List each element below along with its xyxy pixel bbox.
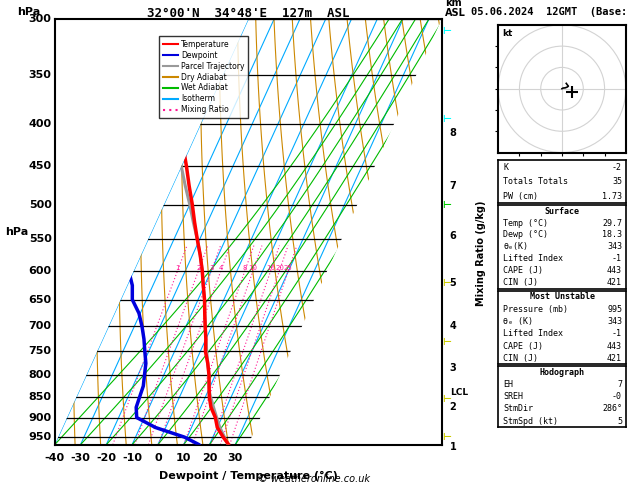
Text: ⊢: ⊢ [442, 394, 451, 404]
Text: 4: 4 [219, 264, 223, 271]
Text: 7: 7 [617, 380, 622, 389]
Text: Totals Totals: Totals Totals [503, 177, 568, 186]
Text: -1: -1 [612, 254, 622, 263]
Text: 20: 20 [275, 264, 284, 271]
Text: SREH: SREH [503, 392, 523, 401]
Text: 443: 443 [607, 266, 622, 275]
Text: ⊢: ⊢ [442, 337, 451, 347]
Text: Most Unstable: Most Unstable [530, 292, 594, 301]
Text: ⊢: ⊢ [442, 114, 451, 124]
Text: 05.06.2024  12GMT  (Base: 06): 05.06.2024 12GMT (Base: 06) [471, 7, 629, 17]
Text: 443: 443 [607, 342, 622, 350]
Text: LCL: LCL [450, 388, 468, 397]
Text: 29.7: 29.7 [602, 219, 622, 227]
Text: -30: -30 [70, 453, 91, 464]
Text: StmSpd (kt): StmSpd (kt) [503, 417, 559, 426]
Text: PW (cm): PW (cm) [503, 191, 538, 201]
Text: 5: 5 [450, 278, 457, 288]
Text: 995: 995 [607, 305, 622, 313]
Text: θₑ(K): θₑ(K) [503, 243, 528, 251]
Text: 343: 343 [607, 317, 622, 326]
Text: 1: 1 [175, 264, 180, 271]
Text: -2: -2 [612, 163, 622, 172]
Text: km
ASL: km ASL [445, 0, 465, 18]
Text: CIN (J): CIN (J) [503, 278, 538, 287]
Text: Mixing Ratio (g/kg): Mixing Ratio (g/kg) [476, 201, 486, 306]
Text: 750: 750 [28, 347, 52, 356]
Text: 400: 400 [28, 119, 52, 129]
Text: 1.73: 1.73 [602, 191, 622, 201]
Text: 700: 700 [28, 321, 52, 331]
Text: 2: 2 [196, 264, 201, 271]
Text: ⊢: ⊢ [442, 432, 451, 442]
Text: 421: 421 [607, 354, 622, 363]
Text: K: K [503, 163, 508, 172]
Text: 3: 3 [209, 264, 214, 271]
Text: Lifted Index: Lifted Index [503, 329, 564, 338]
Text: 421: 421 [607, 278, 622, 287]
Text: CIN (J): CIN (J) [503, 354, 538, 363]
Text: 900: 900 [28, 413, 52, 422]
Text: EH: EH [503, 380, 513, 389]
Text: 5: 5 [617, 417, 622, 426]
Text: ⊢: ⊢ [442, 278, 451, 288]
Text: CAPE (J): CAPE (J) [503, 266, 543, 275]
Text: StmDir: StmDir [503, 404, 533, 414]
Text: kt: kt [502, 29, 513, 38]
Text: 10: 10 [176, 453, 191, 464]
Text: Pressure (mb): Pressure (mb) [503, 305, 568, 313]
Text: 8: 8 [243, 264, 247, 271]
Text: hPa: hPa [17, 7, 40, 17]
Text: 550: 550 [29, 234, 52, 244]
Text: 286°: 286° [602, 404, 622, 414]
Text: 2: 2 [450, 402, 457, 412]
Text: 650: 650 [28, 295, 52, 305]
Text: 25: 25 [284, 264, 292, 271]
Text: 4: 4 [450, 321, 457, 331]
Text: -20: -20 [96, 453, 116, 464]
Text: 6: 6 [450, 231, 457, 241]
Text: 0: 0 [154, 453, 162, 464]
Text: Hodograph: Hodograph [540, 368, 584, 377]
Text: Temp (°C): Temp (°C) [503, 219, 548, 227]
Legend: Temperature, Dewpoint, Parcel Trajectory, Dry Adiabat, Wet Adiabat, Isotherm, Mi: Temperature, Dewpoint, Parcel Trajectory… [159, 36, 248, 118]
Text: -1: -1 [612, 329, 622, 338]
Text: 500: 500 [29, 200, 52, 209]
Text: 16: 16 [266, 264, 276, 271]
Text: 800: 800 [28, 370, 52, 380]
Text: 300: 300 [29, 15, 52, 24]
Text: Lifted Index: Lifted Index [503, 254, 564, 263]
Text: CAPE (J): CAPE (J) [503, 342, 543, 350]
Text: 10: 10 [248, 264, 258, 271]
Text: 343: 343 [607, 243, 622, 251]
Text: ⊢: ⊢ [442, 200, 451, 209]
Text: ⊢: ⊢ [442, 26, 451, 36]
Text: Dewp (°C): Dewp (°C) [503, 230, 548, 240]
Text: © weatheronline.co.uk: © weatheronline.co.uk [259, 473, 370, 484]
Text: -0: -0 [612, 392, 622, 401]
Text: 3: 3 [450, 363, 457, 373]
Text: -40: -40 [45, 453, 65, 464]
Text: 350: 350 [29, 70, 52, 80]
Text: 600: 600 [28, 266, 52, 276]
Text: 7: 7 [450, 181, 457, 191]
Text: 20: 20 [202, 453, 217, 464]
Text: 850: 850 [28, 392, 52, 402]
Text: 950: 950 [28, 432, 52, 442]
Text: θₑ (K): θₑ (K) [503, 317, 533, 326]
Text: 32°00'N  34°48'E  127m  ASL: 32°00'N 34°48'E 127m ASL [147, 7, 349, 20]
Text: -10: -10 [122, 453, 142, 464]
Text: 35: 35 [612, 177, 622, 186]
Text: 450: 450 [28, 161, 52, 172]
Text: Surface: Surface [545, 207, 579, 216]
Text: hPa: hPa [6, 227, 28, 237]
Text: 1: 1 [450, 442, 457, 452]
Text: 18.3: 18.3 [602, 230, 622, 240]
Text: Dewpoint / Temperature (°C): Dewpoint / Temperature (°C) [159, 471, 338, 482]
Text: 8: 8 [450, 128, 457, 138]
Text: 30: 30 [228, 453, 243, 464]
